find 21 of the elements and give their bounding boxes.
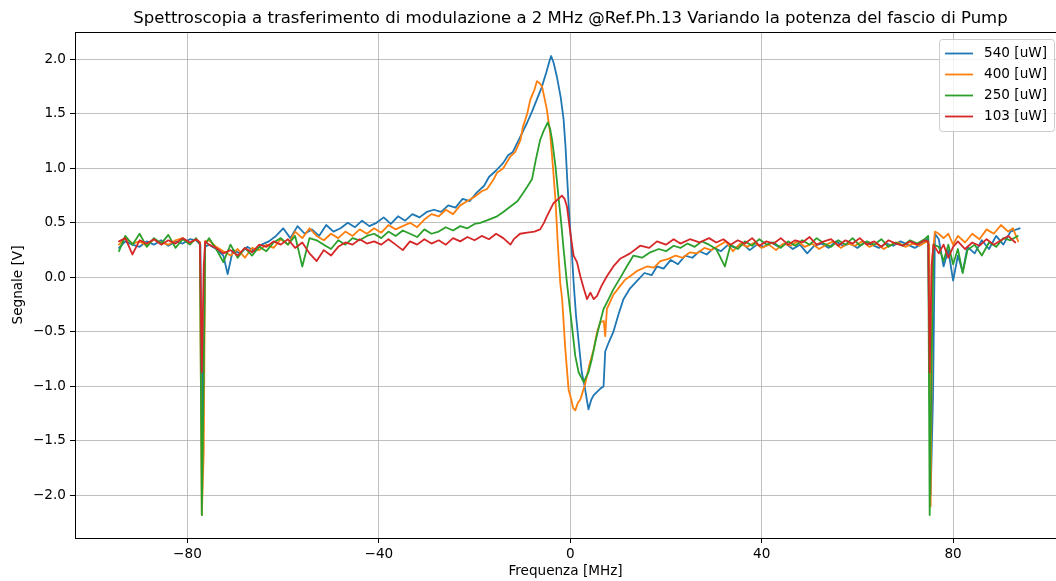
y-tick-label: 1.0 — [44, 158, 66, 175]
x-tick-label: 80 — [944, 544, 962, 561]
y-tick-label: −2.0 — [32, 486, 66, 502]
y-tick-label: 1.5 — [44, 104, 66, 121]
y-tick-label: 0.5 — [44, 213, 66, 230]
legend-label: 250 [uW] — [984, 86, 1048, 103]
y-axis-title: Segnale [V] — [8, 245, 25, 325]
y-tick-label: 0.0 — [44, 267, 66, 284]
x-tick-label: −80 — [173, 544, 202, 561]
legend-label: 400 [uW] — [984, 65, 1048, 82]
x-tick-label: −40 — [364, 544, 394, 561]
x-tick-label: 0 — [565, 544, 575, 561]
chart-title: Spettroscopia a trasferimento di modulazione a 2 MHz @Ref.Ph.13 Variando la potenza del fascio di Pump — [133, 8, 1008, 28]
legend-label: 540 [uW] — [984, 44, 1048, 61]
y-tick-label: −0.5 — [32, 322, 66, 339]
y-tick-label: −1.5 — [32, 431, 66, 448]
x-axis-title: Frequenza [MHz] — [508, 562, 623, 579]
x-tick-label: 40 — [753, 544, 771, 561]
y-tick-label: −1.0 — [32, 376, 66, 393]
y-tick-label: 2.0 — [44, 49, 66, 66]
legend-label: 103 [uW] — [984, 107, 1048, 124]
